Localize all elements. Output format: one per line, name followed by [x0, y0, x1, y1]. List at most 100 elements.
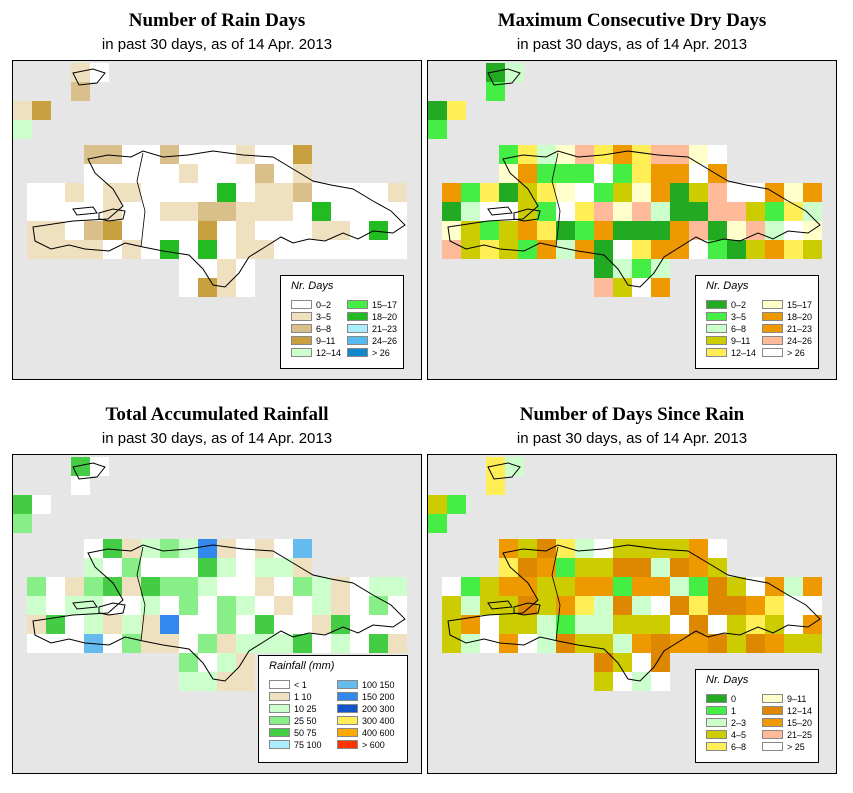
grid-cell	[46, 240, 65, 259]
legend-swatch	[291, 348, 312, 357]
legend-label: > 25	[787, 742, 805, 752]
grid-cell	[84, 145, 103, 164]
legend-label: 12–14	[316, 348, 342, 358]
grid-cell	[293, 183, 312, 202]
legend-label: 12–14	[731, 348, 757, 358]
legend-swatch	[269, 716, 290, 725]
grid-cell	[217, 539, 236, 558]
grid-cell	[103, 183, 122, 202]
legend-label: 400 600	[362, 728, 395, 738]
grid-cell	[141, 558, 160, 577]
legend-item: 150 200	[337, 692, 395, 702]
grid-cell	[255, 577, 274, 596]
legend-swatch	[706, 336, 727, 345]
grid-cell	[179, 240, 198, 259]
grid-cell	[670, 596, 689, 615]
grid-cell	[613, 202, 632, 221]
grid-cell	[803, 596, 822, 615]
grid-cell	[537, 202, 556, 221]
grid-cell	[369, 615, 388, 634]
grid-cell	[255, 145, 274, 164]
grid-cell	[765, 240, 784, 259]
legend-title: Rainfall (mm)	[269, 660, 335, 672]
grid-cell	[312, 577, 331, 596]
grid-cell	[388, 240, 407, 259]
grid-cell	[613, 615, 632, 634]
grid-cell	[575, 539, 594, 558]
grid-cell	[369, 596, 388, 615]
grid-cell	[708, 202, 727, 221]
grid-cell	[727, 240, 746, 259]
legend-label: 18–20	[372, 312, 398, 322]
grid-cell	[312, 596, 331, 615]
grid-cell	[388, 577, 407, 596]
grid-cell	[594, 672, 613, 691]
legend-label: 0–2	[731, 300, 747, 310]
grid-cell	[103, 145, 122, 164]
country-border	[136, 152, 146, 248]
grid-cell	[613, 558, 632, 577]
coastline	[32, 544, 406, 682]
grid-cell	[632, 634, 651, 653]
legend-swatch	[762, 694, 783, 703]
legend-item: 21–23	[762, 324, 812, 334]
grid-cell	[350, 634, 369, 653]
grid-cell	[689, 164, 708, 183]
grid-cell	[651, 164, 670, 183]
grid-cell	[179, 164, 198, 183]
grid-cell	[670, 539, 689, 558]
grid-cell	[331, 202, 350, 221]
grid-cell	[632, 259, 651, 278]
grid-cell	[141, 539, 160, 558]
legend-swatch	[337, 728, 358, 737]
grid-cell	[651, 240, 670, 259]
grid-cell	[746, 221, 765, 240]
legend-label: 200 300	[362, 704, 395, 714]
coastline-island	[98, 602, 126, 616]
grid-cell	[331, 240, 350, 259]
grid-cell	[274, 596, 293, 615]
grid-cell	[505, 63, 524, 82]
legend-item: 400 600	[337, 728, 395, 738]
country-border	[551, 546, 561, 642]
grid-cell	[122, 202, 141, 221]
grid-cell	[293, 577, 312, 596]
grid-cell	[486, 457, 505, 476]
grid-cell	[46, 634, 65, 653]
legend-swatch	[347, 300, 368, 309]
grid-cell	[689, 577, 708, 596]
grid-cell	[594, 183, 613, 202]
grid-cell	[613, 145, 632, 164]
coastline-island	[513, 208, 541, 222]
grid-cell	[651, 596, 670, 615]
grid-cell	[708, 615, 727, 634]
legend-label: 24–26	[372, 336, 398, 346]
legend-label: 300 400	[362, 716, 395, 726]
grid-cell	[670, 615, 689, 634]
grid-cell	[32, 495, 51, 514]
grid-cell	[255, 164, 274, 183]
grid-cell	[388, 634, 407, 653]
grid-cell	[499, 539, 518, 558]
grid-cell	[613, 539, 632, 558]
grid-cell	[179, 278, 198, 297]
grid-cell	[46, 183, 65, 202]
grid-cell	[179, 221, 198, 240]
grid-cell	[594, 653, 613, 672]
grid-cell	[255, 615, 274, 634]
grid-cell	[274, 558, 293, 577]
legend-item: 15–17	[762, 300, 812, 310]
grid-cell	[765, 596, 784, 615]
grid-cell	[784, 240, 803, 259]
grid-cell	[727, 577, 746, 596]
grid-cell	[236, 259, 255, 278]
legend-label: 15–20	[787, 718, 813, 728]
grid-cell	[727, 221, 746, 240]
grid-cell	[447, 495, 466, 514]
legend-label: 1	[731, 706, 737, 716]
grid-cell	[518, 183, 537, 202]
legend-swatch	[762, 324, 783, 333]
grid-cell	[217, 634, 236, 653]
legend-item: 2–3	[706, 718, 746, 728]
panel-subtitle: in past 30 days, as of 14 Apr. 2013	[516, 430, 748, 447]
